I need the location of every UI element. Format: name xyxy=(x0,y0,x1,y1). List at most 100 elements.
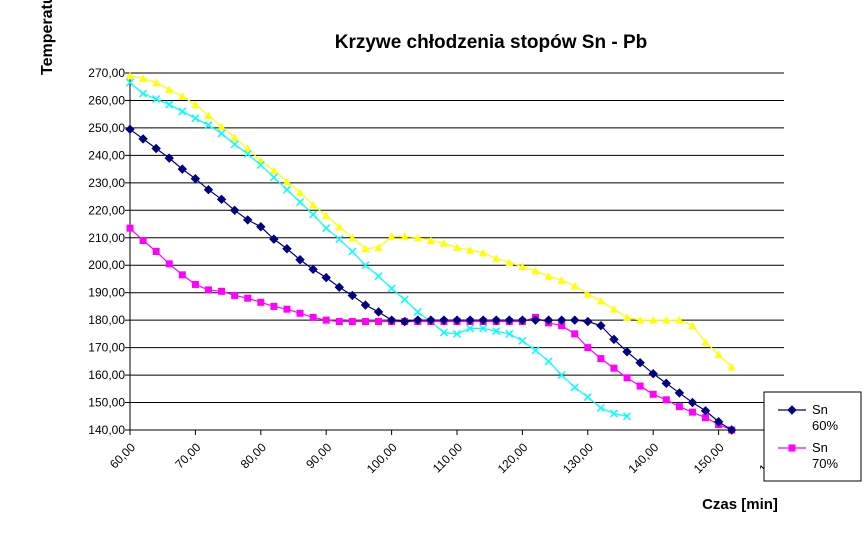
data-point-0 xyxy=(334,282,344,292)
data-point-2 xyxy=(335,222,344,231)
data-point-0 xyxy=(243,215,253,225)
data-point-2 xyxy=(217,122,226,131)
data-point-0 xyxy=(504,315,515,325)
y-tick-label: 190,00 xyxy=(88,286,125,300)
data-point-0 xyxy=(125,124,135,135)
data-point-3 xyxy=(152,95,161,104)
data-point-0 xyxy=(203,185,214,195)
data-point-3 xyxy=(413,307,422,316)
data-point-0 xyxy=(229,205,240,216)
data-point-1 xyxy=(688,408,696,416)
data-point-3 xyxy=(125,78,135,87)
data-point-2 xyxy=(348,233,357,242)
data-point-0 xyxy=(386,315,397,325)
legend-box xyxy=(763,391,862,482)
y-tick-label: 160,00 xyxy=(88,368,125,382)
data-point-0 xyxy=(596,320,606,331)
data-point-0 xyxy=(726,425,737,435)
data-point-3 xyxy=(191,114,200,123)
data-point-3 xyxy=(139,89,148,98)
data-point-1 xyxy=(283,305,291,313)
data-point-1 xyxy=(204,286,212,294)
legend-label: Sn xyxy=(812,440,828,455)
data-point-0 xyxy=(713,417,724,427)
data-point-3 xyxy=(452,329,462,338)
y-tick-label: 150,00 xyxy=(88,396,125,410)
data-point-2 xyxy=(178,92,187,100)
data-point-2 xyxy=(518,262,527,271)
data-point-3 xyxy=(178,107,187,116)
data-point-1 xyxy=(165,260,173,268)
data-point-3 xyxy=(387,284,396,293)
data-point-1 xyxy=(571,330,579,338)
data-point-2 xyxy=(636,316,645,324)
data-point-0 xyxy=(399,316,410,327)
data-point-0 xyxy=(648,368,658,379)
y-tick-label: 260,00 xyxy=(88,93,125,107)
data-point-0 xyxy=(556,315,567,325)
x-tick-label: 100,00 xyxy=(364,440,400,476)
data-point-0 xyxy=(661,378,671,389)
x-tick-label: 140,00 xyxy=(625,440,661,476)
data-point-0 xyxy=(190,174,201,184)
data-point-2 xyxy=(727,362,736,371)
data-point-0 xyxy=(360,300,371,310)
data-point-3 xyxy=(348,247,357,256)
data-point-2 xyxy=(570,281,579,290)
data-point-0 xyxy=(216,194,227,205)
data-point-1 xyxy=(702,414,710,422)
legend-marker xyxy=(787,405,797,415)
data-point-0 xyxy=(452,315,462,325)
data-point-0 xyxy=(583,316,593,327)
data-point-2 xyxy=(191,100,200,109)
data-point-3 xyxy=(596,404,605,413)
data-point-3 xyxy=(609,409,618,418)
data-point-1 xyxy=(152,248,160,255)
data-point-1 xyxy=(675,403,683,411)
data-point-1 xyxy=(218,287,226,295)
data-point-2 xyxy=(492,254,501,262)
data-point-1 xyxy=(270,302,278,310)
y-tick-label: 180,00 xyxy=(88,313,125,327)
series-2 xyxy=(126,71,736,371)
data-point-1 xyxy=(597,355,605,363)
data-point-3 xyxy=(439,328,448,337)
data-point-3 xyxy=(165,100,174,109)
data-point-2 xyxy=(152,78,161,87)
data-point-1 xyxy=(375,318,383,326)
data-point-0 xyxy=(269,234,279,244)
data-point-2 xyxy=(701,338,710,346)
data-point-3 xyxy=(204,121,213,130)
data-point-2 xyxy=(623,313,632,321)
y-tick-label: 270,00 xyxy=(88,66,125,80)
grid-lines xyxy=(130,72,784,431)
x-tick-label: 120,00 xyxy=(495,440,531,476)
data-point-0 xyxy=(347,290,358,301)
data-point-2 xyxy=(426,236,435,245)
data-point-1 xyxy=(244,294,252,302)
data-point-1 xyxy=(139,237,147,245)
data-point-1 xyxy=(296,309,304,317)
data-point-0 xyxy=(635,358,645,368)
y-axis-label: Temperatura xyxy=(39,0,56,75)
x-tick-label: 60,00 xyxy=(107,440,138,471)
data-point-3 xyxy=(230,140,239,149)
data-point-1 xyxy=(610,364,618,372)
data-point-1 xyxy=(178,271,186,279)
data-point-2 xyxy=(204,111,213,120)
data-point-2 xyxy=(609,305,618,313)
series-line-1 xyxy=(129,227,732,431)
data-point-0 xyxy=(570,315,580,325)
data-point-3 xyxy=(557,371,566,380)
data-point-0 xyxy=(700,406,711,416)
legend-label: 60% xyxy=(812,418,838,433)
x-tick-label: 110,00 xyxy=(430,440,465,475)
data-point-2 xyxy=(714,350,723,358)
x-axis-label: Czas [min] xyxy=(702,496,778,513)
data-point-3 xyxy=(374,272,383,281)
data-point-3 xyxy=(296,198,305,207)
x-tick-label: 130,00 xyxy=(560,440,596,476)
data-point-1 xyxy=(322,316,330,324)
